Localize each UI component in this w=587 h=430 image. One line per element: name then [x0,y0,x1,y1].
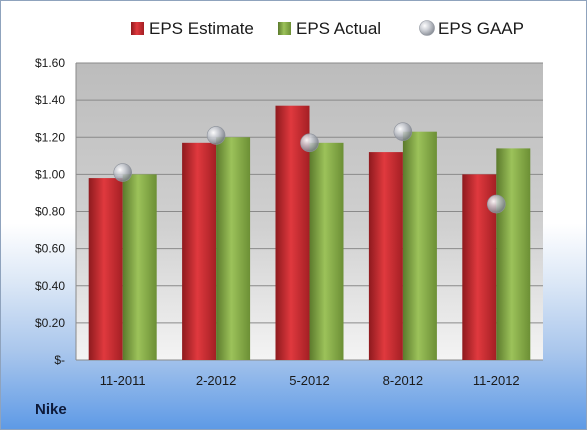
y-tick-label: $1.20 [35,130,65,144]
y-tick-label: $1.00 [35,167,65,181]
legend-label: EPS GAAP [438,19,524,38]
x-tick-label: 11-2012 [473,373,520,388]
legend-label: EPS Estimate [149,19,254,38]
y-tick-label: $0.80 [35,205,65,219]
bar-eps-actual [216,137,251,360]
y-tick-label: $0.60 [35,242,65,256]
marker-eps-gaap [393,122,413,141]
y-tick-label: $1.60 [35,56,65,70]
bars-group [88,105,531,360]
x-tick-label: 8-2012 [383,373,423,388]
bar-eps-estimate [88,178,123,360]
y-tick-label: $1.40 [35,93,65,107]
marker-eps-gaap [113,163,132,182]
bar-eps-actual [122,174,157,360]
legend-label: EPS Actual [296,19,381,38]
bar-eps-estimate [182,142,217,360]
company-label: Nike [35,401,67,418]
legend-swatch [419,20,435,36]
bar-eps-estimate [368,152,403,360]
legend-swatch [131,22,144,35]
y-tick-label: $0.20 [35,316,65,330]
x-axis: 11-2011 2-2012 5-2012 8-2012 11-2012 [100,373,520,388]
bar-eps-actual [402,131,437,360]
x-tick-label: 2-2012 [196,373,236,388]
x-tick-label: 5-2012 [289,373,329,388]
bar-eps-actual [496,148,531,360]
gaap-markers-group [113,122,506,214]
x-tick-label: 11-2011 [100,373,146,388]
legend-swatch [278,22,291,35]
marker-eps-gaap [206,126,226,145]
y-tick-label: $- [54,353,65,367]
bar-eps-actual [309,142,344,360]
y-tick-label: $0.40 [35,279,65,293]
marker-eps-gaap [300,133,319,153]
marker-eps-gaap [486,194,506,214]
chart-legend: EPS Estimate EPS Actual EPS GAAP [131,19,524,38]
y-axis: $- $0.20 $0.40 $0.60 $0.80 $1.00 $1.20 $1.40 $1.… [35,56,77,367]
